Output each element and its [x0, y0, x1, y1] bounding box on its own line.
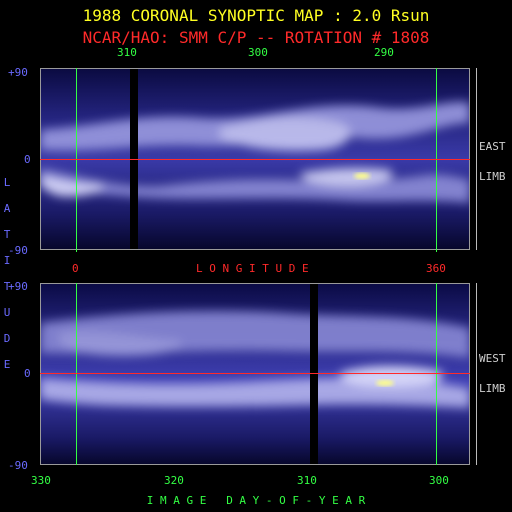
west-limb-intensity-image	[40, 283, 470, 465]
longitude-tick-360: 360	[426, 262, 446, 275]
equator-line-bottom	[40, 373, 470, 374]
top-lat-tick: 0	[24, 153, 31, 166]
east-label: EAST	[479, 140, 506, 153]
top-day-tick: 310	[117, 46, 137, 59]
bottom-day-tick: 320	[164, 474, 184, 487]
west-label: WEST	[479, 352, 506, 365]
right-axis-bottom	[476, 283, 477, 465]
map-title: 1988 CORONAL SYNOPTIC MAP : 2.0 Rsun	[82, 6, 430, 25]
top-day-tick: 290	[374, 46, 394, 59]
bottom-day-tick: 330	[31, 474, 51, 487]
longitude-0-marker	[76, 68, 77, 252]
longitude-0-marker-bottom	[76, 283, 77, 465]
west-limb-synoptic-map	[40, 283, 470, 465]
longitude-axis-label: L O N G I T U D E	[196, 262, 309, 275]
bottom-lat-tick: +90	[8, 280, 28, 293]
bottom-lat-tick: 0	[24, 367, 31, 380]
equator-line	[40, 159, 470, 160]
west-limb-label: LIMB	[479, 382, 506, 395]
bottom-day-tick: 300	[429, 474, 449, 487]
day-of-year-axis-label: I M A G E D A Y - O F - Y E A R	[146, 494, 366, 507]
top-lat-tick: -90	[8, 244, 28, 257]
longitude-360-marker	[436, 68, 437, 252]
top-day-tick: 300	[248, 46, 268, 59]
bottom-day-tick: 310	[297, 474, 317, 487]
longitude-tick-0: 0	[72, 262, 79, 275]
bottom-lat-tick: -90	[8, 459, 28, 472]
top-lat-tick: +90	[8, 66, 28, 79]
map-subtitle: NCAR/HAO: SMM C/P -- ROTATION # 1808	[82, 28, 430, 47]
right-axis	[476, 68, 477, 250]
east-limb-label: LIMB	[479, 170, 506, 183]
longitude-360-marker-bottom	[436, 283, 437, 465]
